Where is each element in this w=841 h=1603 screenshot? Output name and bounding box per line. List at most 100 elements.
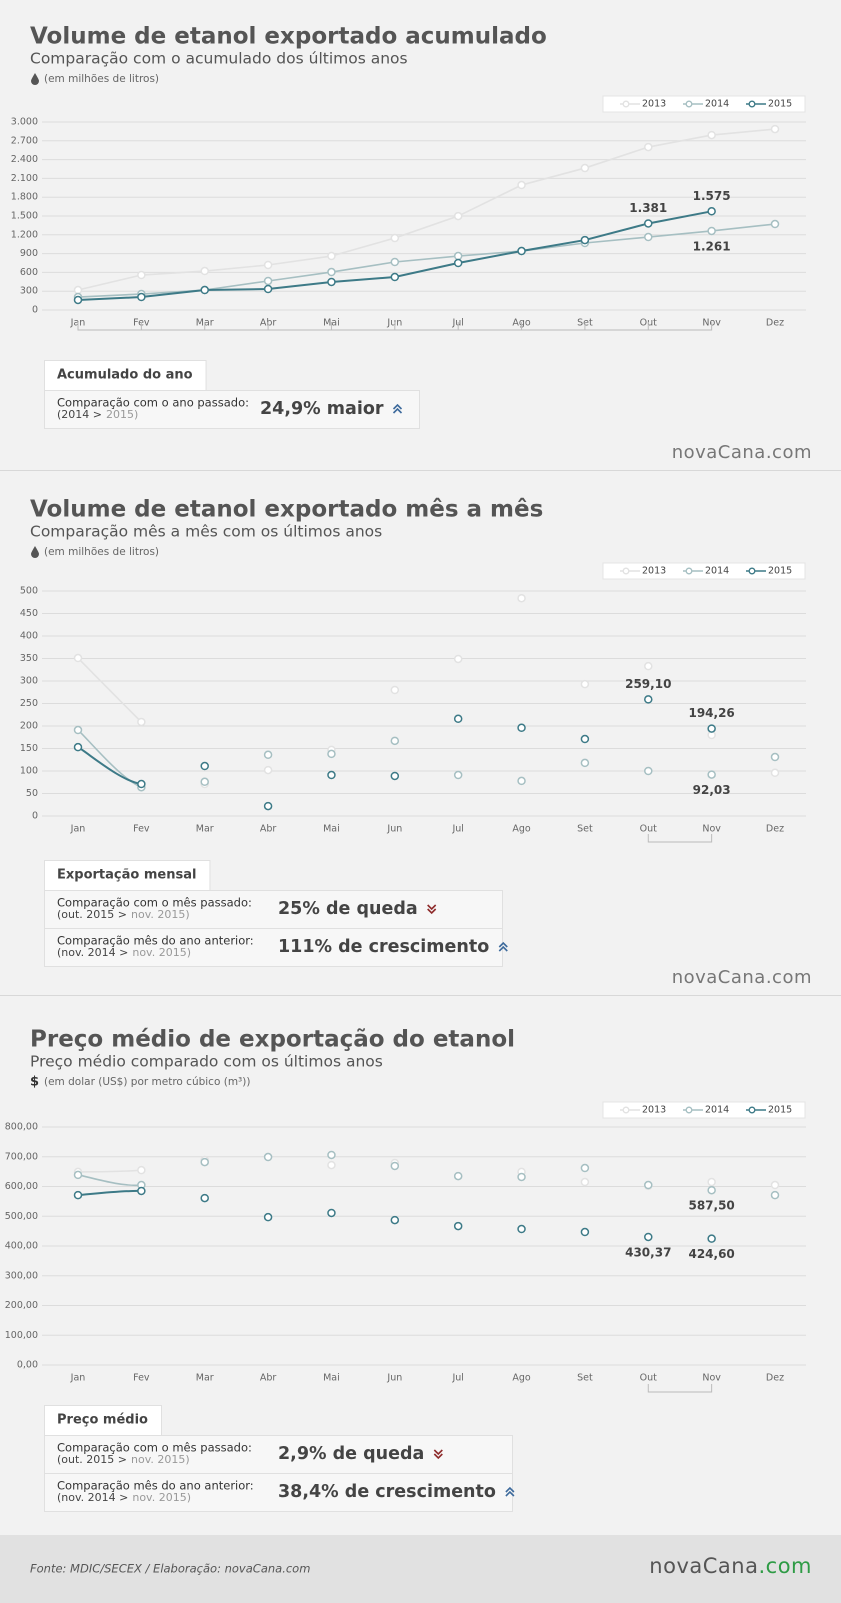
data-point (263, 801, 273, 811)
data-point (517, 593, 526, 603)
legend-marker (622, 1106, 630, 1114)
data-point (770, 1180, 780, 1190)
data-point (453, 251, 463, 261)
data-point (517, 246, 526, 256)
data-label: 1.261 (693, 239, 731, 253)
data-point (137, 779, 146, 789)
data-point (644, 766, 653, 776)
panel-row (44, 1473, 513, 1512)
drop-icon (31, 546, 39, 558)
panel-title: Exportação mensal (57, 868, 196, 883)
data-point (263, 1152, 273, 1162)
series-line (77, 729, 142, 788)
data-point (200, 1193, 209, 1203)
bracket (647, 834, 713, 843)
x-tick-label: Abr (260, 1373, 277, 1384)
data-point (327, 1160, 336, 1170)
y-tick-label: 200 (20, 721, 38, 732)
panel-title: Acumulado do ano (57, 368, 193, 383)
x-tick-label: Mar (196, 1373, 214, 1384)
data-point (137, 1165, 146, 1175)
y-tick-label: 1.800 (11, 192, 38, 203)
row-value: 111% de crescimento (278, 937, 489, 957)
row-value: 24,9% maior (260, 399, 384, 419)
row-from: (out. 2015 > (57, 1453, 127, 1466)
x-tick-label: Abr (260, 824, 277, 835)
legend-marker (685, 1106, 693, 1114)
x-tick-label: Ago (512, 1373, 531, 1384)
y-tick-label: 2.100 (11, 173, 38, 184)
data-point (580, 1177, 590, 1187)
logo: novaCana.com (672, 967, 812, 988)
data-point (73, 295, 83, 305)
data-point (707, 1185, 716, 1195)
data-point (137, 717, 146, 727)
y-tick-label: 200,00 (5, 1300, 38, 1311)
trend-arrow (392, 403, 403, 414)
x-tick-label: Set (577, 1373, 593, 1384)
data-point (707, 770, 716, 779)
y-tick-label: 0,00 (17, 1360, 38, 1371)
data-label: 430,37 (625, 1245, 671, 1259)
unit-label: (em milhões de litros) (44, 546, 159, 558)
data-label: 1.381 (629, 201, 667, 215)
data-point (263, 1212, 273, 1222)
y-tick-label: 600,00 (5, 1181, 38, 1192)
y-tick-label: 2.700 (11, 135, 38, 146)
data-point (390, 771, 400, 781)
y-tick-label: 400 (20, 631, 38, 642)
chart-subtitle: Preço médio comparado com os últimos ano… (30, 1053, 383, 1071)
chart-title: Volume de etanol exportado acumulado (30, 24, 547, 50)
data-point (390, 257, 400, 267)
data-point (137, 292, 146, 302)
data-point (200, 1157, 209, 1167)
data-point (770, 752, 780, 762)
x-tick-label: Jul (451, 824, 463, 835)
data-point (644, 219, 653, 228)
data-point (453, 1221, 463, 1231)
y-tick-label: 600 (20, 267, 38, 278)
footer (0, 1535, 841, 1603)
row-value: 2,9% de queda (278, 1444, 424, 1464)
data-point (73, 653, 83, 663)
y-tick-label: 800,00 (5, 1122, 38, 1133)
x-tick-label: Jan (70, 1373, 86, 1384)
data-label: 194,26 (688, 706, 734, 720)
data-point (453, 654, 463, 664)
data-point (770, 768, 780, 778)
y-tick-label: 300 (20, 286, 38, 297)
data-point (453, 714, 463, 724)
logo-name: novaCana (649, 1554, 758, 1578)
data-point (200, 285, 209, 295)
x-tick-label: Out (640, 1373, 657, 1384)
data-label: 1.575 (693, 189, 731, 203)
data-point (263, 284, 273, 294)
x-tick-label: Jun (386, 1373, 402, 1384)
legend-box (602, 1101, 806, 1119)
row-value: 38,4% de crescimento (278, 1482, 496, 1502)
y-tick-label: 500 (20, 586, 38, 597)
y-tick-label: 1.200 (11, 229, 38, 240)
series-line (77, 657, 142, 723)
legend-marker (685, 567, 693, 575)
series-line (77, 128, 776, 291)
y-tick-label: 900 (20, 248, 38, 259)
y-tick-label: 300,00 (5, 1270, 38, 1281)
legend-box (602, 562, 806, 580)
data-point (580, 1227, 590, 1237)
data-point (770, 124, 780, 134)
data-point (517, 1172, 526, 1182)
legend-box (602, 95, 806, 113)
unit-label: (em dolar (US$) por metro cúbico (m³)) (44, 1076, 250, 1088)
chart-subtitle: Comparação mês a mês com os últimos anos (30, 523, 382, 541)
row-to: 2015) (106, 408, 138, 421)
legend-marker (748, 567, 756, 575)
legend-marker (622, 567, 630, 575)
data-point (580, 679, 590, 689)
trend-arrow (433, 1449, 443, 1460)
x-tick-label: Jul (451, 1373, 463, 1384)
data-point (263, 276, 273, 286)
legend-label: 2015 (768, 1105, 792, 1116)
data-point (707, 130, 716, 140)
